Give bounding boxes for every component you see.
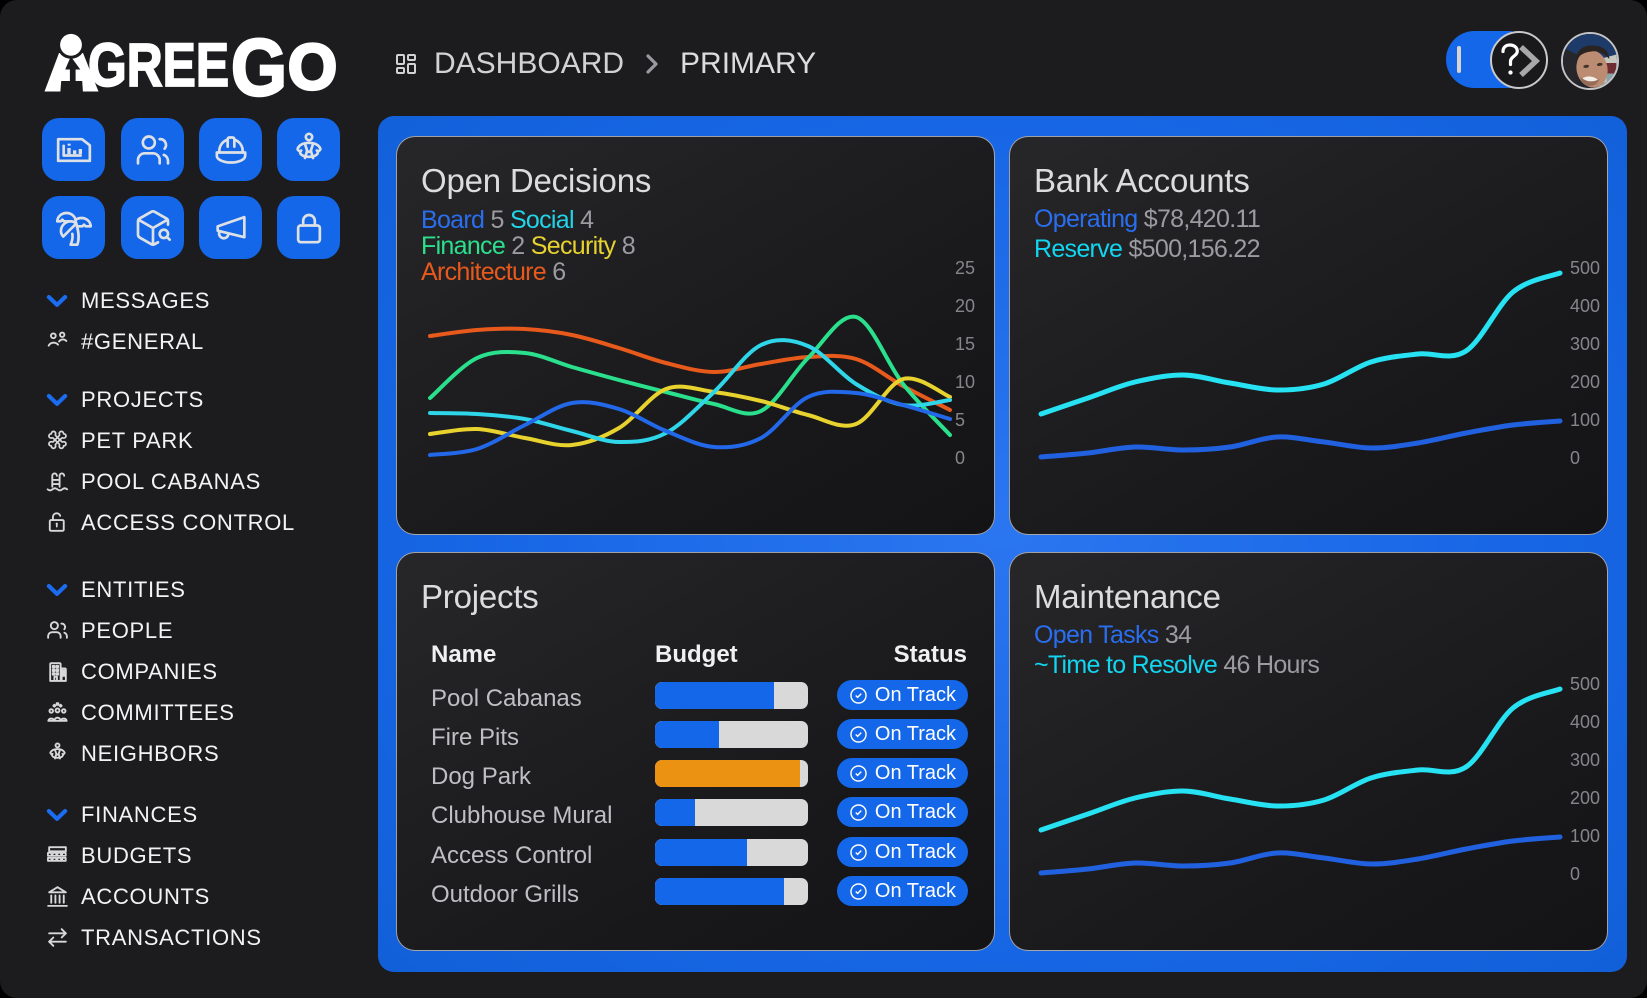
svg-text:GREE: GREE bbox=[88, 31, 229, 98]
svg-text:G: G bbox=[231, 28, 287, 98]
svg-text:O: O bbox=[288, 31, 337, 98]
